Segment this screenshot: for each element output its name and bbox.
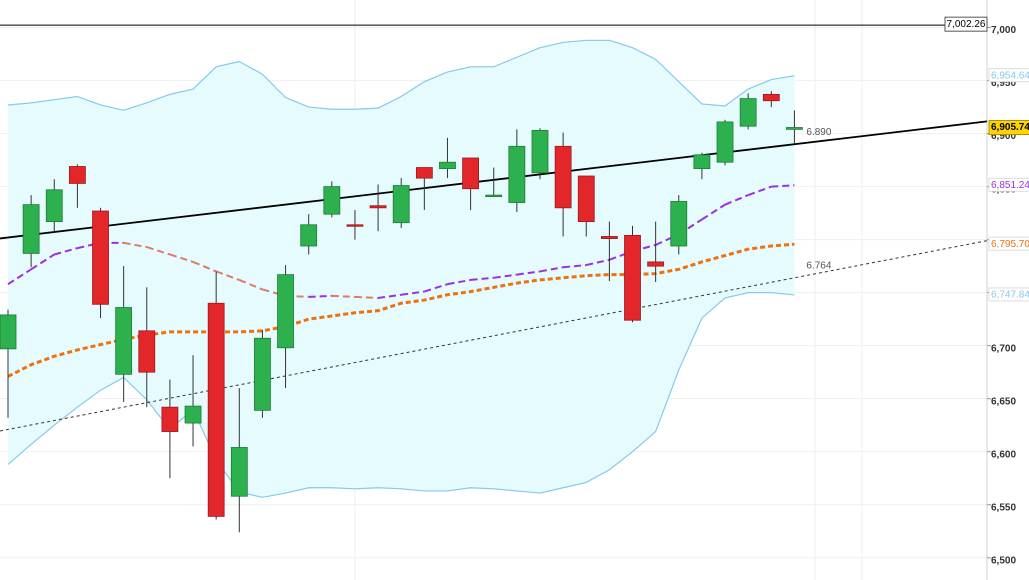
candle-body: [415, 167, 433, 179]
indicator-segment: [493, 273, 517, 279]
candle-body: [577, 175, 595, 223]
candle-body: [786, 127, 803, 130]
indicator-segment: [563, 264, 587, 269]
indicator-segment: [747, 185, 772, 197]
candle-body: [531, 130, 549, 174]
candle-body: [693, 154, 711, 169]
candle-body: [254, 337, 271, 411]
candle-body: [92, 210, 109, 305]
indicator-segment: [146, 246, 171, 256]
candle-body: [45, 189, 63, 223]
value-label: 6,747.84: [991, 290, 1029, 301]
y-tick-label: 6,600: [991, 449, 1016, 460]
value-label-box: [988, 68, 1029, 83]
candle-body: [184, 405, 202, 424]
indicator-segment: [331, 294, 355, 298]
candle-body: [300, 224, 318, 247]
last-price-box: [988, 120, 1029, 136]
candle-body: [670, 201, 688, 247]
last-price-label: 6,905.74: [991, 122, 1029, 133]
band-fill: [8, 40, 795, 498]
indicator-segment: [701, 203, 726, 221]
indicator-segment: [308, 294, 332, 298]
indicator-segment: [7, 268, 32, 286]
indicator-segment: [262, 288, 286, 297]
candle-body: [207, 302, 225, 517]
indicator-segment: [238, 279, 263, 291]
indicator-segment: [77, 241, 101, 250]
candle-body: [600, 236, 618, 239]
candle-body: [68, 166, 86, 184]
indicator-segment: [771, 184, 795, 188]
indicator-segment: [470, 276, 494, 281]
indicator-segment: [586, 258, 610, 267]
value-label-box: [988, 177, 1029, 192]
y-tick-label: 6,900: [991, 131, 1016, 142]
candle-body: [115, 307, 133, 375]
candle-body: [161, 406, 179, 432]
candle-body: [439, 161, 456, 169]
candle-body: [277, 274, 294, 349]
indicator-line: [7, 292, 795, 498]
candle-body: [624, 234, 641, 321]
candle-body: [716, 121, 734, 163]
indicator-segment: [354, 295, 379, 299]
candle-body: [554, 145, 572, 209]
trendline-label: 6.890: [806, 127, 831, 138]
indicator-line: [7, 39, 795, 111]
indicator-segment: [609, 250, 633, 261]
candle-body: [323, 186, 341, 215]
value-label-box: [988, 287, 1029, 302]
candle-body: [647, 261, 665, 267]
candle-body: [369, 205, 387, 209]
indicator-segment: [724, 194, 749, 206]
y-tick-label: 6,500: [991, 555, 1016, 566]
indicator-segment: [123, 241, 147, 249]
candle-body: [762, 93, 780, 102]
value-label: 6,851.24: [991, 180, 1029, 191]
indicator-segment: [539, 266, 564, 273]
indicator-segment: [447, 278, 471, 286]
y-tick-label: 6,650: [991, 396, 1016, 407]
candle-body: [0, 314, 17, 350]
candle-body: [392, 185, 410, 224]
indicator-segment: [53, 247, 78, 256]
candle-body: [22, 204, 40, 254]
indicator-segment: [401, 290, 425, 296]
indicator-segment: [30, 253, 55, 271]
candle-body: [508, 145, 526, 203]
candle-body: [230, 447, 248, 497]
candle-body: [138, 330, 156, 373]
indicator-segment: [516, 270, 541, 276]
value-label: 6,954.64: [991, 70, 1029, 81]
y-tick-label: 6,700: [991, 343, 1016, 354]
indicator-segment: [377, 293, 402, 299]
y-tick-label: 6,950: [991, 78, 1016, 89]
indicator-segment: [169, 253, 194, 263]
candle-body: [346, 224, 364, 227]
value-label-box: [988, 236, 1029, 251]
candle-body: [739, 98, 757, 127]
indicator-segment: [655, 233, 680, 246]
indicator-segment: [215, 270, 240, 281]
y-tick-label: 6,550: [991, 502, 1016, 513]
reference-label-box: [944, 16, 988, 32]
value-label: 6,795.70: [991, 239, 1029, 250]
candle-body: [462, 157, 480, 190]
candle-body: [485, 194, 503, 198]
indicator-segment: [424, 283, 448, 293]
y-tick-label: 7,000: [991, 25, 1016, 36]
trendline-label: 6.764: [806, 260, 831, 271]
indicator-segment: [192, 260, 217, 273]
reference-label: 7,002.26: [947, 19, 986, 30]
